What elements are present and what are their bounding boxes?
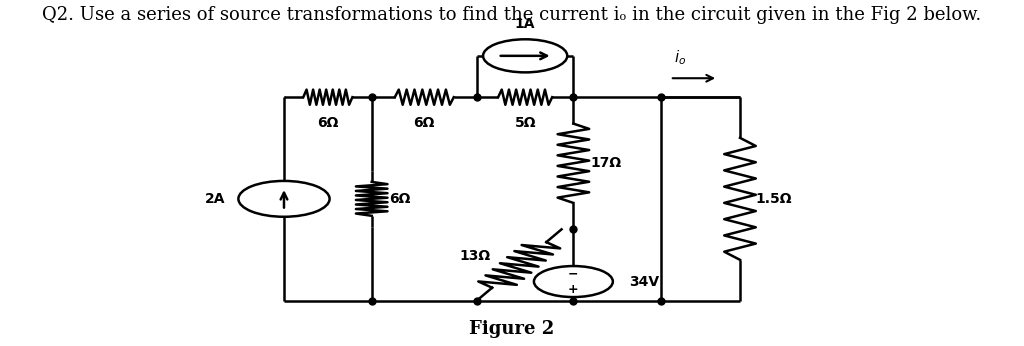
Text: 6Ω: 6Ω — [317, 116, 339, 130]
Text: Q2. Use a series of source transformations to find the current iₒ in the circuit: Q2. Use a series of source transformatio… — [42, 6, 982, 24]
Text: $i_o$: $i_o$ — [674, 48, 686, 67]
Text: 5Ω: 5Ω — [514, 116, 536, 130]
Text: 6Ω: 6Ω — [389, 192, 411, 206]
Text: 6Ω: 6Ω — [414, 116, 435, 130]
Text: 1A: 1A — [515, 17, 536, 31]
Text: −: − — [568, 267, 579, 280]
Text: Figure 2: Figure 2 — [469, 320, 555, 338]
Text: +: + — [568, 283, 579, 296]
Text: 1.5Ω: 1.5Ω — [756, 192, 793, 206]
Text: 34V: 34V — [629, 275, 658, 289]
Text: 17Ω: 17Ω — [591, 156, 622, 170]
Text: 13Ω: 13Ω — [460, 249, 490, 263]
Text: 2A: 2A — [205, 192, 225, 206]
